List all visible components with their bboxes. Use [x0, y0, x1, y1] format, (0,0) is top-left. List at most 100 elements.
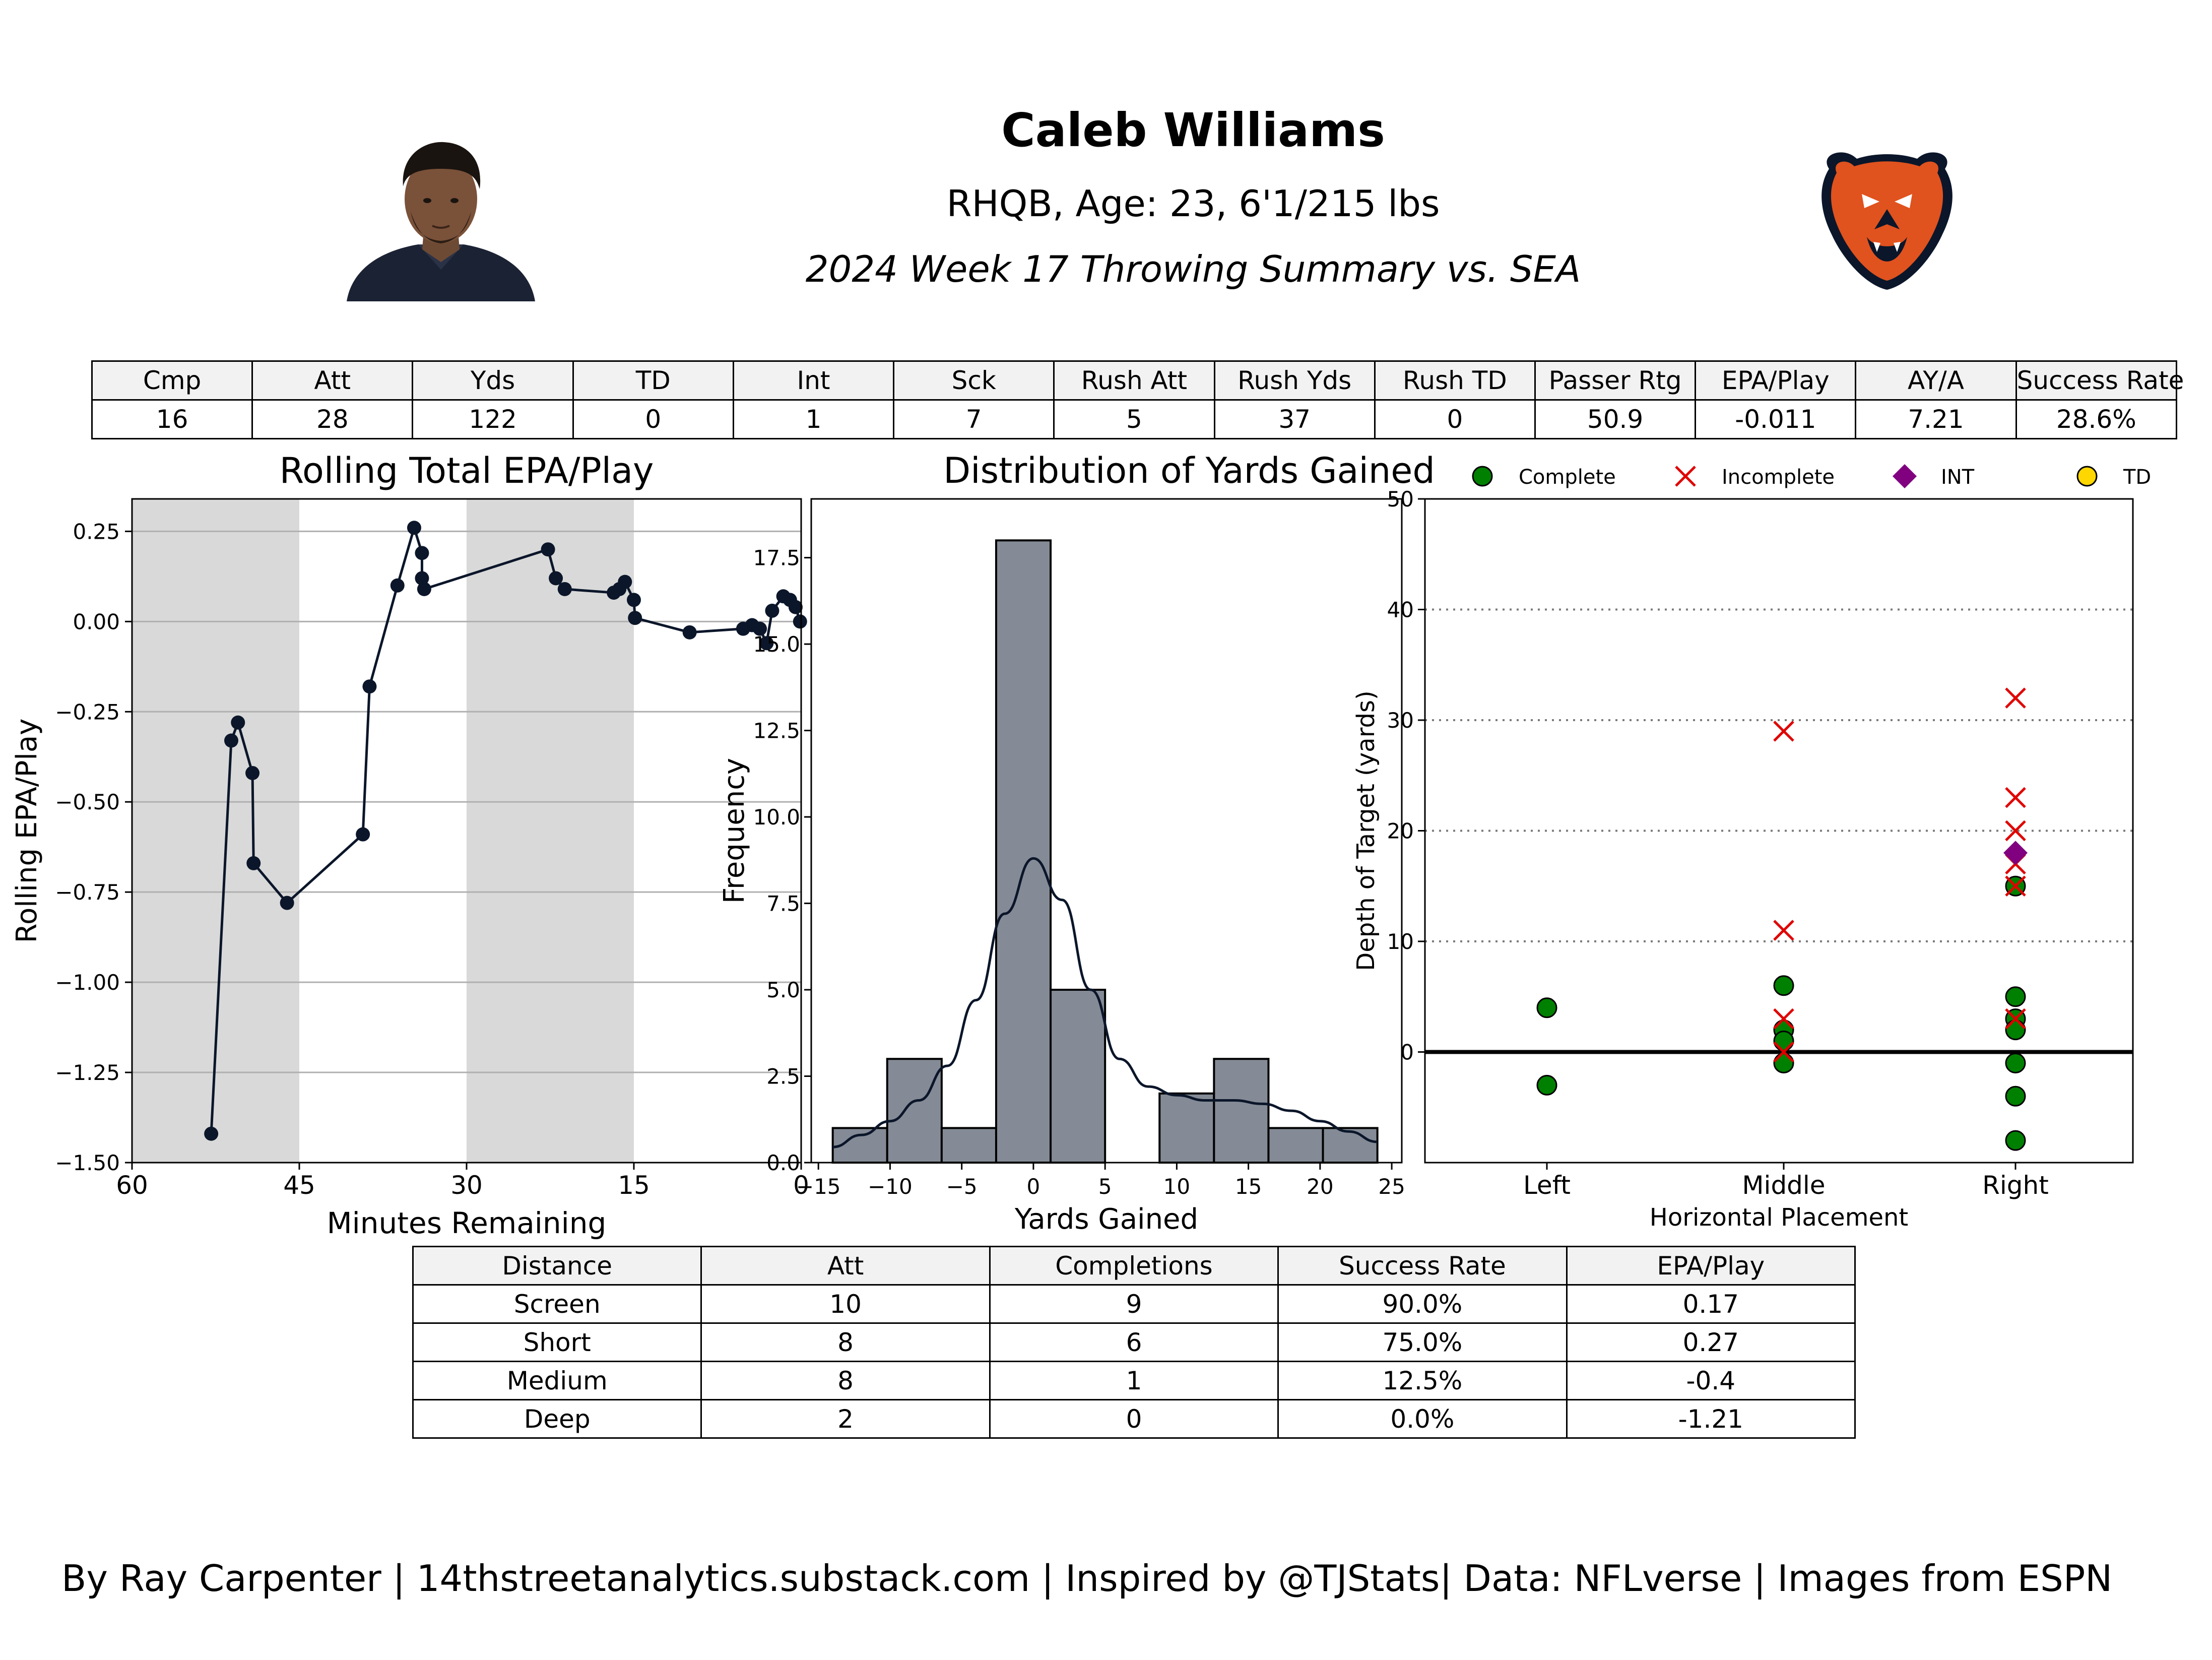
stats-value-cell: 50.9 — [1534, 399, 1697, 439]
chart3-x-label: Horizontal Placement — [1650, 1203, 1909, 1232]
complete-point — [2005, 986, 2026, 1007]
y-tick-label: 50 — [1387, 487, 1414, 512]
distance-cell: Short — [412, 1322, 702, 1362]
epa-point — [407, 521, 421, 535]
stats-value-cell: 5 — [1053, 399, 1215, 439]
complete-point — [2005, 1052, 2026, 1073]
epa-point — [417, 582, 431, 596]
distance-cell: Medium — [412, 1361, 702, 1400]
y-tick-label: 0.0 — [766, 1151, 800, 1175]
chart1-title: Rolling Total EPA/Play — [280, 450, 654, 491]
incomplete-point — [2005, 1008, 2026, 1030]
incomplete-point — [2005, 820, 2026, 842]
distance-row-short: Short 8 6 75.0% 0.27 — [412, 1322, 1856, 1362]
histogram-bar — [1267, 1127, 1324, 1164]
legend-marker-complete — [1472, 466, 1493, 487]
legend-label-complete: Complete — [1519, 466, 1616, 489]
distance-header-row: Distance Att Completions Success Rate EP… — [412, 1246, 1856, 1286]
y-tick-label: 17.5 — [753, 546, 800, 570]
distance-cell: 2 — [700, 1399, 991, 1439]
complete-point — [2005, 1130, 2026, 1151]
histogram-bar — [995, 539, 1052, 1164]
distance-header-cell: Att — [700, 1246, 991, 1286]
complete-point — [1773, 1052, 1794, 1073]
distance-cell: 90.0% — [1277, 1284, 1568, 1324]
incomplete-marker-stroke — [1773, 1041, 1794, 1063]
epa-point — [765, 603, 779, 618]
stats-value-cell: 0 — [572, 399, 734, 439]
distance-cell: 0 — [989, 1399, 1279, 1439]
legend-label-incomplete: Incomplete — [1722, 466, 1835, 489]
distance-row-medium: Medium 8 1 12.5% -0.4 — [412, 1361, 1856, 1400]
stats-value-cell: 1 — [732, 399, 895, 439]
stats-header-cell: Sck — [893, 360, 1055, 401]
stats-header-cell: Success Rate — [2015, 360, 2184, 401]
stats-value-cell: 28 — [251, 399, 414, 439]
incomplete-marker-stroke — [1773, 920, 1794, 941]
distance-cell: 6 — [989, 1322, 1279, 1362]
chart2-x-label: Yards Gained — [1014, 1203, 1198, 1236]
epa-point — [390, 578, 405, 593]
complete-point — [2005, 1086, 2026, 1107]
distance-cell: 8 — [700, 1322, 991, 1362]
distance-cell: 75.0% — [1277, 1322, 1568, 1362]
chart3-frame — [1424, 498, 2134, 1164]
stats-value-row: 16 28 122 0 1 7 5 37 0 50.9 -0.011 7.21 … — [91, 399, 2178, 439]
incomplete-point — [1773, 920, 1794, 941]
complete-point — [1536, 1074, 1557, 1096]
epa-point — [415, 546, 429, 560]
stats-header-cell: AY/A — [1855, 360, 2017, 401]
y-tick-label: −0.50 — [55, 790, 120, 814]
stats-value-cell: 122 — [412, 399, 574, 439]
stats-header-row: Cmp Att Yds TD Int Sck Rush Att Rush Yds… — [91, 360, 2184, 401]
x-tick-label: 20 — [1307, 1174, 1333, 1199]
histogram-bar — [1050, 989, 1107, 1164]
distance-header-cell: Success Rate — [1277, 1246, 1568, 1286]
epa-point — [628, 611, 642, 625]
distance-header-cell: Distance — [412, 1246, 702, 1286]
y-tick-label: 7.5 — [766, 891, 800, 916]
distance-cell: 0.0% — [1277, 1399, 1568, 1439]
epa-point — [280, 896, 294, 910]
complete-point — [1773, 975, 1794, 996]
histogram-bar — [940, 1127, 997, 1164]
epa-point — [204, 1126, 219, 1141]
distance-table: Distance Att Completions Success Rate EP… — [412, 1246, 1856, 1439]
histogram-bar — [886, 1058, 943, 1164]
chart2-frame — [810, 498, 1403, 1164]
incomplete-point — [1773, 1008, 1794, 1030]
stats-header-cell: Passer Rtg — [1534, 360, 1697, 401]
x-tick-label: Left — [1523, 1171, 1571, 1200]
incomplete-point — [1773, 721, 1794, 742]
footer-credits: By Ray Carpenter | 14thstreetanalytics.s… — [61, 1557, 2113, 1600]
epa-point — [627, 593, 641, 607]
distance-cell: 0.27 — [1566, 1322, 1856, 1362]
stats-value-cell: 16 — [91, 399, 253, 439]
y-tick-label: 30 — [1387, 708, 1414, 733]
y-tick-label: −1.50 — [55, 1151, 120, 1175]
y-tick-label: 2.5 — [766, 1064, 800, 1089]
y-tick-label: 15.0 — [753, 632, 800, 657]
distance-cell: 1 — [989, 1361, 1279, 1400]
stats-header-cell: Rush Yds — [1213, 360, 1376, 401]
player-name: Caleb Williams — [1001, 103, 1385, 157]
chart1-y-label: Rolling EPA/Play — [11, 719, 43, 943]
distance-cell: -1.21 — [1566, 1399, 1856, 1439]
chart2-y-label: Frequency — [718, 758, 751, 904]
x-tick-label: Right — [1982, 1171, 2049, 1200]
y-tick-label: 12.5 — [753, 719, 800, 743]
x-tick-label: 10 — [1163, 1174, 1190, 1199]
epa-point — [793, 614, 807, 629]
distance-cell: 0.17 — [1566, 1284, 1856, 1324]
stats-header-cell: EPA/Play — [1695, 360, 1857, 401]
legend-label-td: TD — [2123, 466, 2151, 489]
incomplete-marker-stroke — [1773, 1008, 1794, 1030]
epa-point — [245, 765, 260, 780]
chart1-frame — [131, 498, 802, 1164]
player-headshot — [347, 142, 535, 301]
y-tick-label: −0.25 — [55, 699, 120, 724]
distance-cell: 12.5% — [1277, 1361, 1568, 1400]
chart1-x-label: Minutes Remaining — [327, 1206, 607, 1240]
y-tick-label: 40 — [1387, 598, 1414, 622]
x-tick-label: 15 — [1235, 1174, 1262, 1199]
